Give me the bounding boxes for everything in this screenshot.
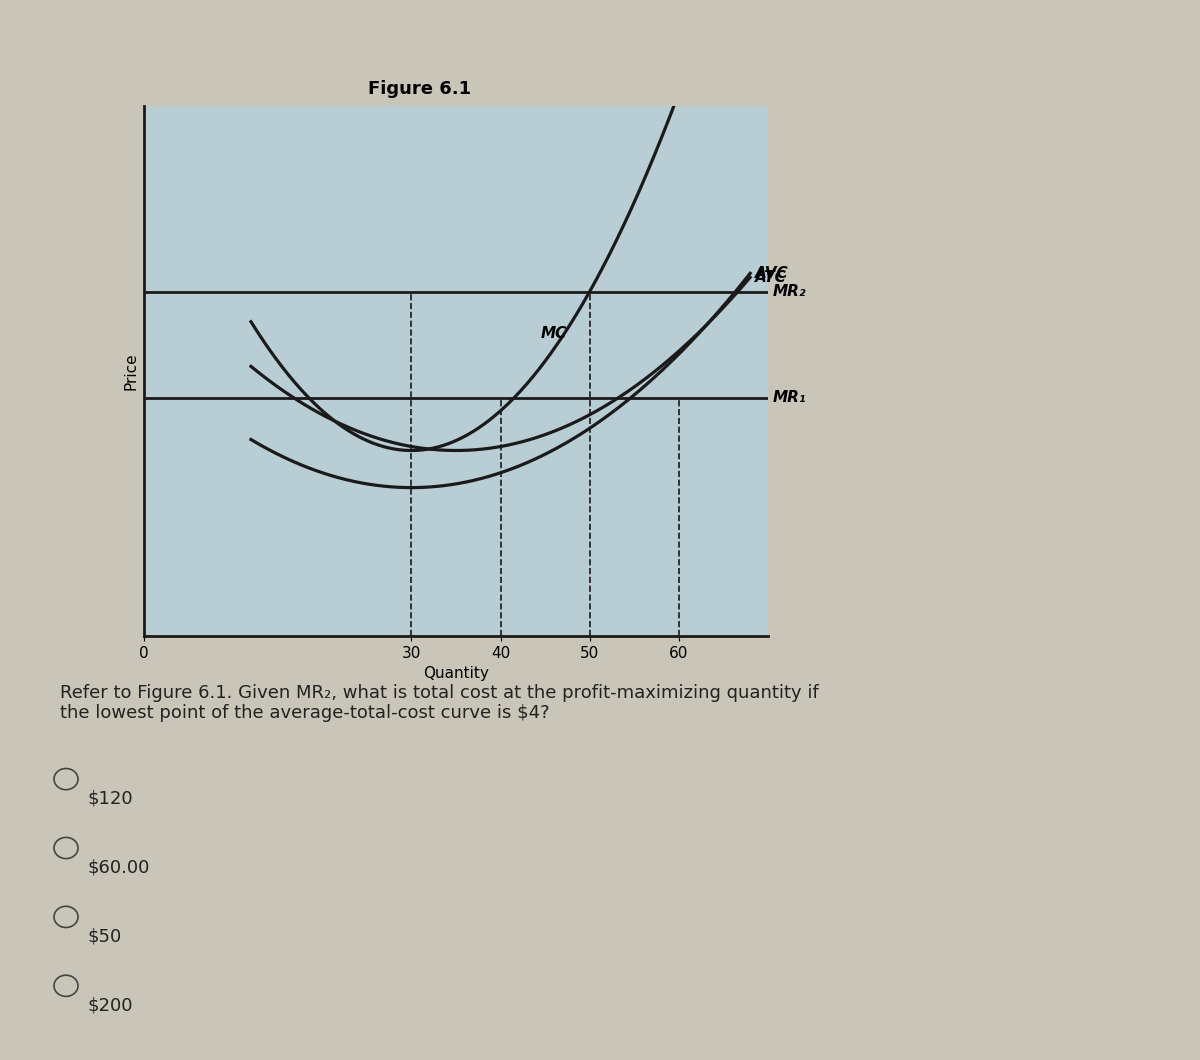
Y-axis label: Price: Price (124, 352, 138, 390)
Text: Figure 6.1: Figure 6.1 (368, 80, 472, 98)
Text: $200: $200 (88, 996, 133, 1014)
Text: MC: MC (541, 325, 568, 341)
Text: $120: $120 (88, 790, 133, 808)
Text: MR₁: MR₁ (773, 390, 806, 405)
Text: ATC: ATC (755, 270, 786, 285)
Text: MR₂: MR₂ (773, 284, 806, 299)
Text: $50: $50 (88, 928, 122, 946)
Text: AVC: AVC (755, 266, 788, 281)
Text: Refer to Figure 6.1. Given MR₂, what is total cost at the profit-maximizing quan: Refer to Figure 6.1. Given MR₂, what is … (60, 684, 818, 723)
X-axis label: Quantity: Quantity (424, 667, 488, 682)
Text: $60.00: $60.00 (88, 859, 150, 877)
